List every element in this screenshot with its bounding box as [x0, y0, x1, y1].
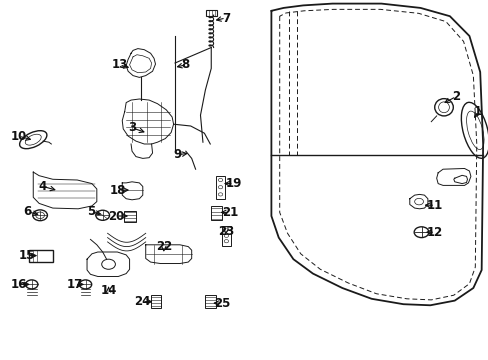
Text: 15: 15	[18, 249, 35, 262]
Text: 13: 13	[111, 58, 127, 71]
Text: 5: 5	[87, 205, 95, 218]
Text: 24: 24	[134, 295, 151, 308]
Text: 7: 7	[222, 12, 229, 24]
Text: 11: 11	[426, 199, 443, 212]
Text: 3: 3	[128, 121, 136, 134]
Text: 9: 9	[173, 148, 181, 161]
Text: 19: 19	[225, 177, 242, 190]
Text: 16: 16	[10, 278, 27, 291]
Text: 6: 6	[23, 205, 31, 218]
Text: 21: 21	[221, 206, 238, 219]
Text: 18: 18	[110, 184, 126, 197]
Text: 2: 2	[451, 90, 459, 103]
Text: 12: 12	[426, 226, 443, 239]
Bar	[29, 250, 53, 262]
Text: 20: 20	[108, 210, 124, 222]
Bar	[205, 295, 216, 308]
Text: 23: 23	[217, 225, 234, 238]
Bar	[222, 226, 230, 246]
Text: 10: 10	[10, 130, 27, 143]
Bar	[124, 211, 136, 222]
Text: 17: 17	[66, 278, 83, 291]
Text: 1: 1	[473, 105, 481, 118]
Bar	[206, 10, 217, 16]
Text: 22: 22	[155, 240, 172, 253]
Bar	[150, 295, 161, 308]
Text: 14: 14	[100, 284, 117, 297]
Text: 8: 8	[182, 58, 189, 71]
Bar	[211, 206, 222, 220]
Text: 4: 4	[39, 180, 47, 193]
Text: 25: 25	[214, 297, 230, 310]
Bar	[216, 176, 224, 199]
